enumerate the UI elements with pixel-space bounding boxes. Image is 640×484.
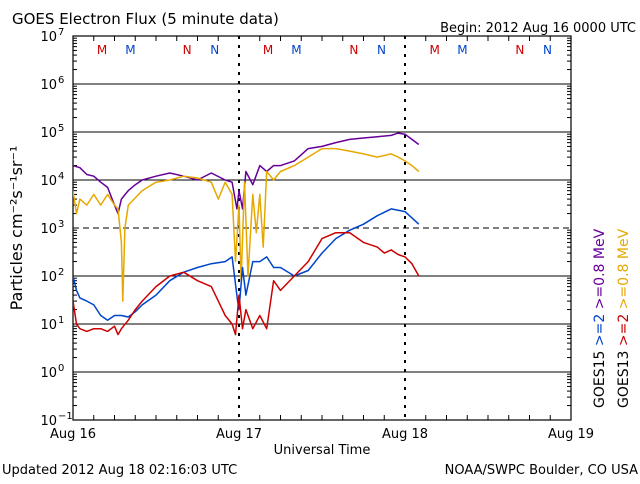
series-line — [73, 132, 420, 215]
x-tick-label: Aug 18 — [382, 427, 428, 442]
mn-marker-label: N — [515, 43, 524, 57]
mn-marker-label: M — [457, 43, 467, 57]
mn-marker-label: M — [291, 43, 301, 57]
x-axis-label: Universal Time — [274, 443, 371, 458]
y-tick-label: 100 — [40, 363, 64, 381]
y-tick-label: 101 — [40, 315, 64, 333]
y-tick-label: 103 — [40, 219, 64, 237]
mn-marker-label: N — [377, 43, 386, 57]
mn-marker-label: M — [97, 43, 107, 57]
y-axis-label: Particles cm⁻²s⁻¹sr⁻¹ — [7, 146, 26, 311]
x-tick-label: Aug 16 — [50, 427, 96, 442]
legend-entry: GOES13 >=2 >=0.8 MeV — [616, 228, 632, 408]
credit-text: NOAA/SWPC Boulder, CO USA — [445, 463, 638, 478]
mn-marker-label: N — [183, 43, 192, 57]
x-tick-label: Aug 19 — [548, 427, 594, 442]
y-tick-label: 102 — [40, 267, 64, 285]
x-tick-label: Aug 17 — [216, 427, 262, 442]
series-line — [73, 231, 420, 336]
y-axis-ticks: 10−1 100 101 102 103 104 105 106 107 — [40, 27, 571, 429]
mn-marker-label: N — [543, 43, 552, 57]
chart-begin-date: Begin: 2012 Aug 16 0000 UTC — [440, 21, 636, 36]
mn-marker-label: N — [349, 43, 358, 57]
y-tick-label: 10−1 — [40, 411, 72, 429]
series-lines — [73, 132, 420, 336]
grid-lines — [73, 83, 571, 373]
y-tick-label: 106 — [40, 75, 64, 93]
chart-title: GOES Electron Flux (5 minute data) — [12, 10, 279, 28]
y-tick-label: 104 — [40, 171, 64, 189]
mn-marker-label: M — [125, 43, 135, 57]
updated-timestamp: Updated 2012 Aug 18 02:16:03 UTC — [2, 463, 237, 478]
y-tick-label: 105 — [40, 123, 64, 141]
mn-marker-label: N — [210, 43, 219, 57]
mn-marker-label: M — [430, 43, 440, 57]
series-line — [73, 208, 420, 321]
legend: GOES15 >=2 >=0.8 MeV GOES13 >=2 >=0.8 MeV — [592, 228, 632, 408]
x-axis-ticks: Aug 16 Aug 17 Aug 18 Aug 19 — [50, 36, 594, 442]
mn-marker-label: M — [263, 43, 273, 57]
legend-entry: GOES15 >=2 >=0.8 MeV — [592, 228, 608, 408]
y-tick-label: 107 — [40, 27, 64, 45]
series-line — [73, 147, 420, 302]
